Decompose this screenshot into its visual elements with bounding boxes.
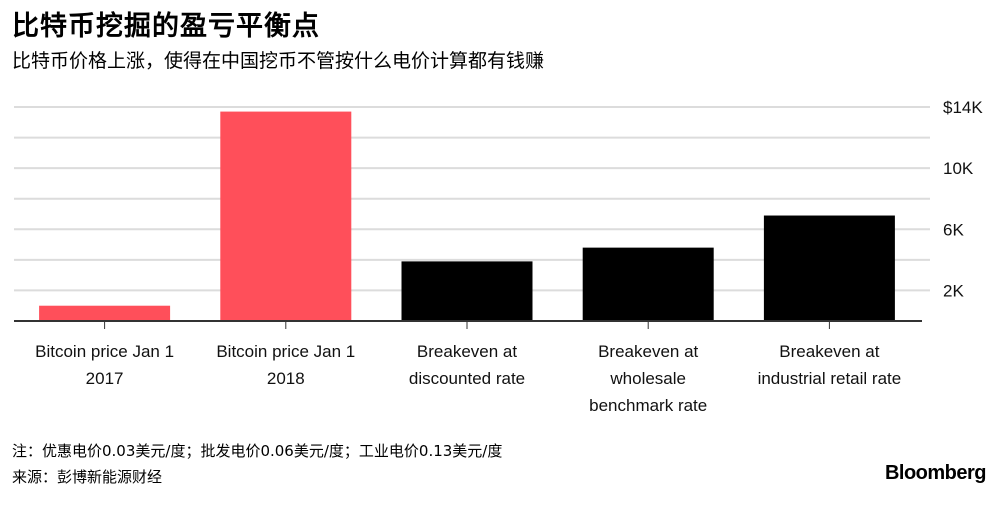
x-tick-label: discounted rate — [409, 369, 525, 388]
bar — [39, 305, 171, 321]
y-tick-label: $14K — [943, 98, 983, 117]
x-tick-label: Bitcoin price Jan 1 — [35, 342, 174, 361]
source-note: 来源：彭博新能源财经 — [12, 468, 163, 486]
bloomberg-logo: Bloomberg — [884, 462, 987, 484]
y-tick-label: 6K — [943, 220, 964, 239]
x-tick-label: 2017 — [86, 369, 124, 388]
x-tick-label: benchmark rate — [589, 396, 707, 415]
chart-subtitle: 比特币价格上涨，使得在中国挖币不管按什么电价计算都有钱赚 — [12, 50, 545, 72]
x-tick-label: industrial retail rate — [758, 369, 902, 388]
x-tick-label: Breakeven at — [417, 342, 517, 361]
y-tick-label: 10K — [943, 159, 974, 178]
bar — [220, 111, 352, 321]
chart-title: 比特币挖掘的盈亏平衡点 — [12, 11, 320, 42]
x-tick-label: wholesale — [609, 369, 686, 388]
bar-chart: 2K 6K 10K $14K Bitcoin price Jan 1 2017 Bitcoi… — [14, 98, 983, 415]
x-tick-label: Breakeven at — [598, 342, 698, 361]
bar — [582, 247, 714, 321]
x-tick-label: Breakeven at — [779, 342, 879, 361]
y-tick-label: 2K — [943, 281, 964, 300]
bar — [763, 215, 895, 321]
x-tick-label: 2018 — [267, 369, 305, 388]
footnote: 注：优惠电价0.03美元/度；批发电价0.06美元/度；工业电价0.13美元/度 — [12, 442, 503, 460]
x-tick-label: Bitcoin price Jan 1 — [216, 342, 355, 361]
bar — [401, 261, 533, 321]
